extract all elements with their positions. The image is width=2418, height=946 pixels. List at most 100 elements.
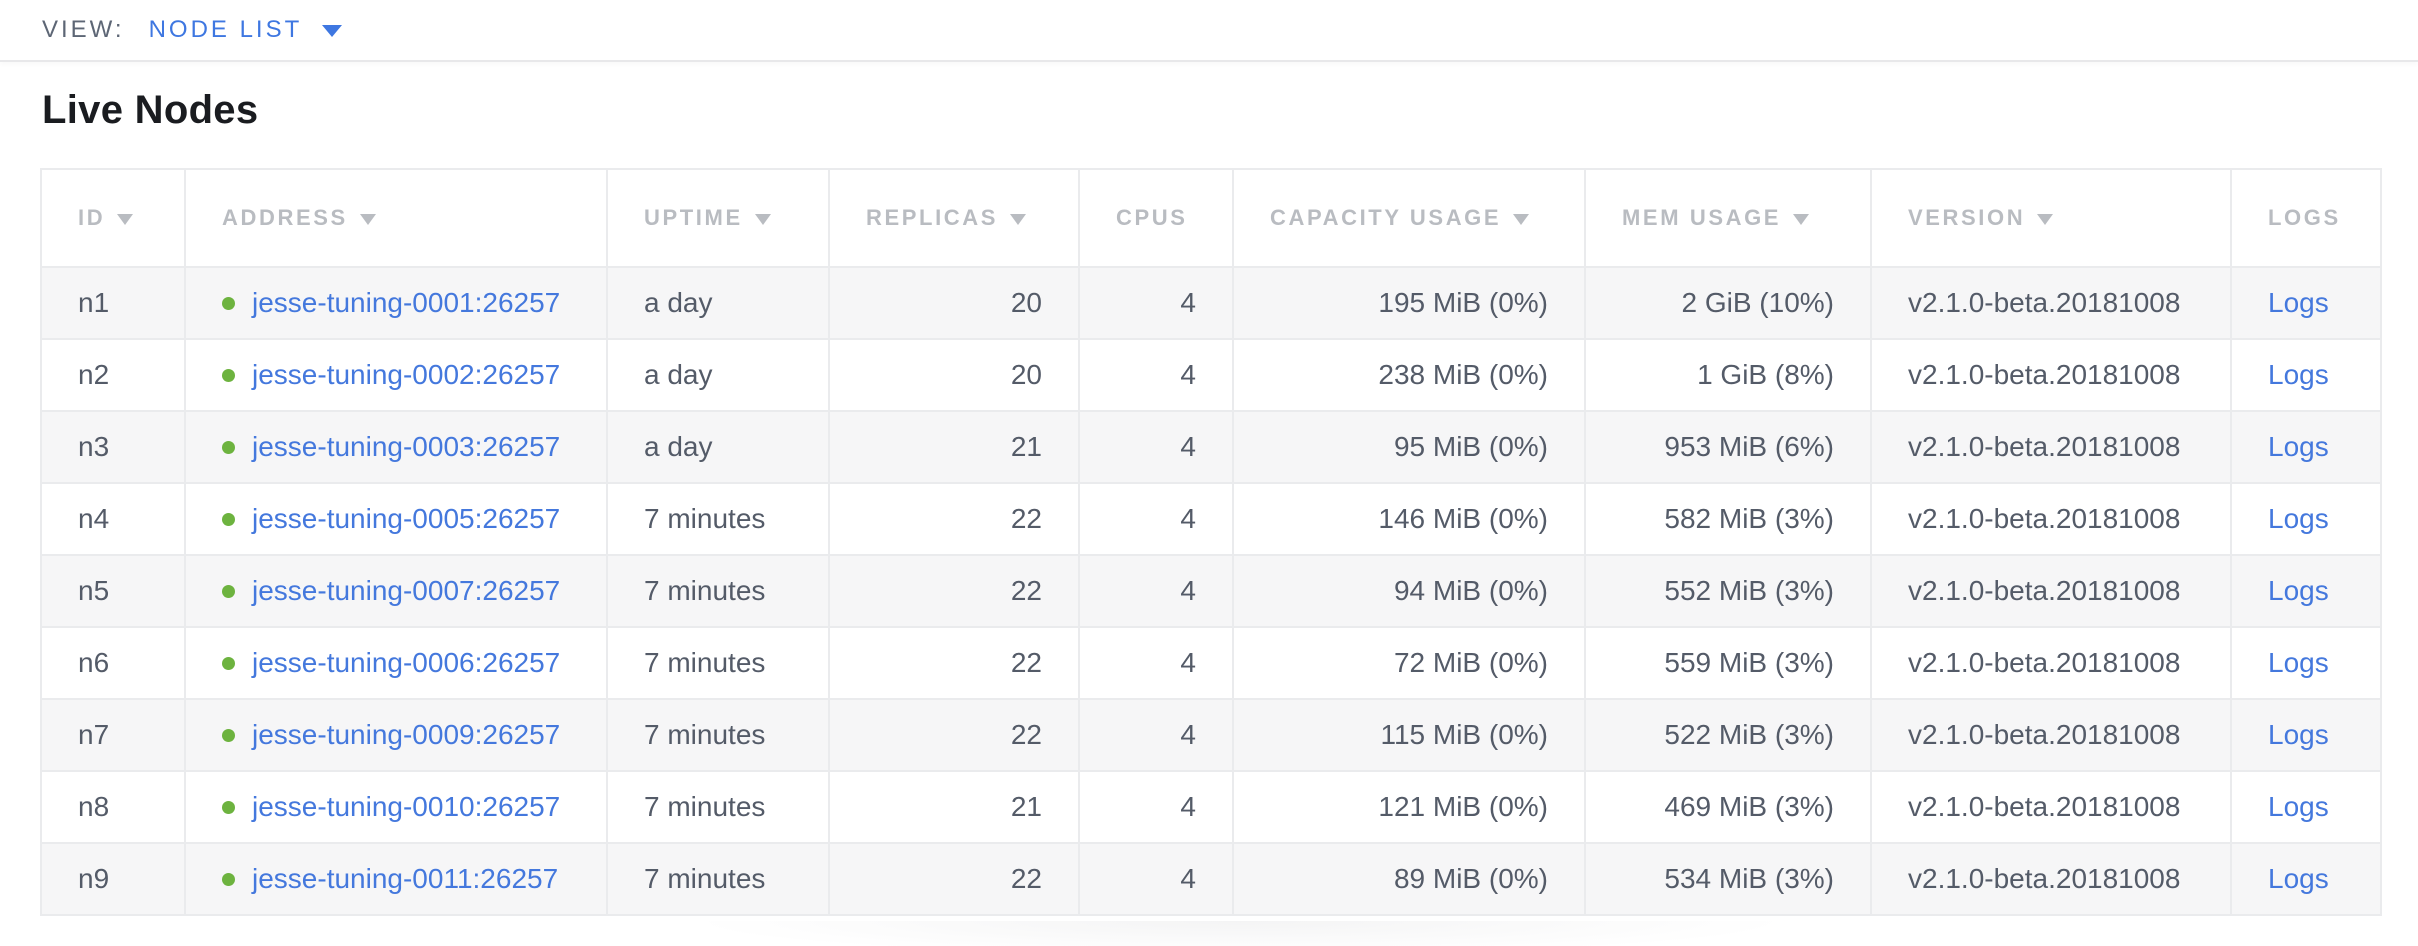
node-live-status-icon [222,513,235,526]
cell-logs: Logs [2230,482,2382,556]
cell-logs: Logs [2230,626,2382,700]
cell-logs: Logs [2230,266,2382,340]
address-link[interactable]: jesse-tuning-0010:26257 [252,791,561,822]
address-link[interactable]: jesse-tuning-0003:26257 [252,431,561,462]
cell-version: v2.1.0-beta.20181008 [1870,770,2232,844]
logs-link[interactable]: Logs [2268,647,2329,678]
cell-cpus: 4 [1078,482,1234,556]
cell-cpus: 4 [1078,842,1234,916]
sort-arrow-icon [2037,214,2054,225]
cell-cpus: 4 [1078,626,1234,700]
cell-capacity-usage: 115 MiB (0%) [1232,698,1586,772]
sort-arrow-icon [1793,214,1810,225]
address-link[interactable]: jesse-tuning-0009:26257 [252,719,561,750]
cell-node-id: n6 [40,626,186,700]
node-live-status-icon [222,369,235,382]
cell-capacity-usage: 95 MiB (0%) [1232,410,1586,484]
cell-node-id: n5 [40,554,186,628]
cell-replicas: 22 [828,626,1080,700]
view-label: VIEW: [42,16,125,43]
cell-mem-usage: 1 GiB (8%) [1584,338,1872,412]
cell-replicas: 22 [828,842,1080,916]
address-link[interactable]: jesse-tuning-0005:26257 [252,503,561,534]
cell-capacity-usage: 195 MiB (0%) [1232,266,1586,340]
cell-node-id: n4 [40,482,186,556]
logs-link[interactable]: Logs [2268,719,2329,750]
cell-address: jesse-tuning-0010:26257 [184,770,608,844]
cell-node-id: n8 [40,770,186,844]
cell-mem-usage: 559 MiB (3%) [1584,626,1872,700]
cell-cpus: 4 [1078,698,1234,772]
table-row: n1 jesse-tuning-0001:26257 a day 20 4 19… [40,266,2382,340]
column-header-replicas[interactable]: REPLICAS [828,168,1080,268]
cell-logs: Logs [2230,410,2382,484]
cell-uptime: a day [606,338,830,412]
cell-mem-usage: 534 MiB (3%) [1584,842,1872,916]
logs-link[interactable]: Logs [2268,791,2329,822]
cell-logs: Logs [2230,698,2382,772]
cell-node-id: n7 [40,698,186,772]
view-selector-dropdown[interactable]: NODE LIST [149,16,343,44]
column-header-capacity-usage[interactable]: CAPACITY USAGE [1232,168,1586,268]
live-nodes-table: ID ADDRESS UPTIME REPLICAS CPUS CAPACITY… [40,168,2382,916]
address-link[interactable]: jesse-tuning-0002:26257 [252,359,561,390]
cell-uptime: a day [606,410,830,484]
cell-uptime: 7 minutes [606,698,830,772]
cell-capacity-usage: 146 MiB (0%) [1232,482,1586,556]
cell-uptime: 7 minutes [606,842,830,916]
table-row: n6 jesse-tuning-0006:26257 7 minutes 22 … [40,626,2382,700]
sort-arrow-icon [754,214,771,225]
cell-cpus: 4 [1078,554,1234,628]
column-header-mem-usage[interactable]: MEM USAGE [1584,168,1872,268]
table-row: n9 jesse-tuning-0011:26257 7 minutes 22 … [40,842,2382,916]
cell-capacity-usage: 121 MiB (0%) [1232,770,1586,844]
column-header-version[interactable]: VERSION [1870,168,2232,268]
sort-arrow-icon [359,214,376,225]
logs-link[interactable]: Logs [2268,503,2329,534]
column-header-uptime[interactable]: UPTIME [606,168,830,268]
cell-replicas: 21 [828,410,1080,484]
sort-arrow-icon [1513,214,1530,225]
address-link[interactable]: jesse-tuning-0007:26257 [252,575,561,606]
cell-node-id: n2 [40,338,186,412]
cell-replicas: 20 [828,266,1080,340]
cell-mem-usage: 2 GiB (10%) [1584,266,1872,340]
cell-address: jesse-tuning-0006:26257 [184,626,608,700]
cell-replicas: 21 [828,770,1080,844]
cell-capacity-usage: 72 MiB (0%) [1232,626,1586,700]
logs-link[interactable]: Logs [2268,359,2329,390]
cell-address: jesse-tuning-0007:26257 [184,554,608,628]
node-live-status-icon [222,585,235,598]
logs-link[interactable]: Logs [2268,863,2329,894]
cell-replicas: 22 [828,554,1080,628]
column-header-logs: LOGS [2230,168,2382,268]
cell-capacity-usage: 94 MiB (0%) [1232,554,1586,628]
cell-replicas: 22 [828,482,1080,556]
cell-version: v2.1.0-beta.20181008 [1870,266,2232,340]
cell-uptime: 7 minutes [606,482,830,556]
cell-version: v2.1.0-beta.20181008 [1870,338,2232,412]
column-header-address[interactable]: ADDRESS [184,168,608,268]
column-header-id[interactable]: ID [40,168,186,268]
cell-logs: Logs [2230,338,2382,412]
cell-mem-usage: 469 MiB (3%) [1584,770,1872,844]
chevron-down-icon [322,25,343,37]
live-nodes-table-container: ID ADDRESS UPTIME REPLICAS CPUS CAPACITY… [40,168,2382,916]
address-link[interactable]: jesse-tuning-0011:26257 [252,863,559,894]
node-live-status-icon [222,873,235,886]
cell-version: v2.1.0-beta.20181008 [1870,482,2232,556]
address-link[interactable]: jesse-tuning-0001:26257 [252,287,561,318]
logs-link[interactable]: Logs [2268,575,2329,606]
cell-version: v2.1.0-beta.20181008 [1870,842,2232,916]
address-link[interactable]: jesse-tuning-0006:26257 [252,647,561,678]
view-selector-bar: VIEW: NODE LIST [0,0,2418,62]
logs-link[interactable]: Logs [2268,287,2329,318]
table-row: n5 jesse-tuning-0007:26257 7 minutes 22 … [40,554,2382,628]
cell-node-id: n3 [40,410,186,484]
cell-cpus: 4 [1078,338,1234,412]
sort-arrow-icon [117,214,134,225]
table-row: n4 jesse-tuning-0005:26257 7 minutes 22 … [40,482,2382,556]
logs-link[interactable]: Logs [2268,431,2329,462]
cell-mem-usage: 953 MiB (6%) [1584,410,1872,484]
below-fold-element-shadow [505,921,1975,946]
